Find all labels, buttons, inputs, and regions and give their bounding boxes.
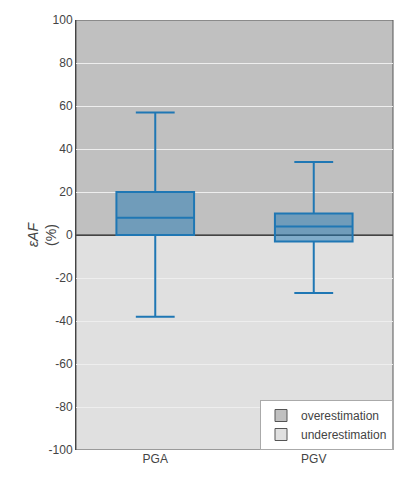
svg-text:80: 80 <box>59 56 73 70</box>
svg-text:underestimation: underestimation <box>301 428 386 442</box>
svg-text:60: 60 <box>59 99 73 113</box>
svg-text:0: 0 <box>66 228 73 242</box>
svg-text:-40: -40 <box>55 314 73 328</box>
svg-text:PGA: PGA <box>143 452 168 466</box>
svg-text:-20: -20 <box>55 271 73 285</box>
svg-text:εAF(%): εAF(%) <box>25 222 59 247</box>
svg-text:-60: -60 <box>55 357 73 371</box>
svg-text:-100: -100 <box>49 443 73 457</box>
svg-text:100: 100 <box>53 13 73 27</box>
svg-text:overestimation: overestimation <box>301 409 379 423</box>
svg-text:20: 20 <box>59 185 73 199</box>
svg-text:-80: -80 <box>55 400 73 414</box>
svg-text:40: 40 <box>59 142 73 156</box>
svg-text:PGV: PGV <box>301 452 326 466</box>
